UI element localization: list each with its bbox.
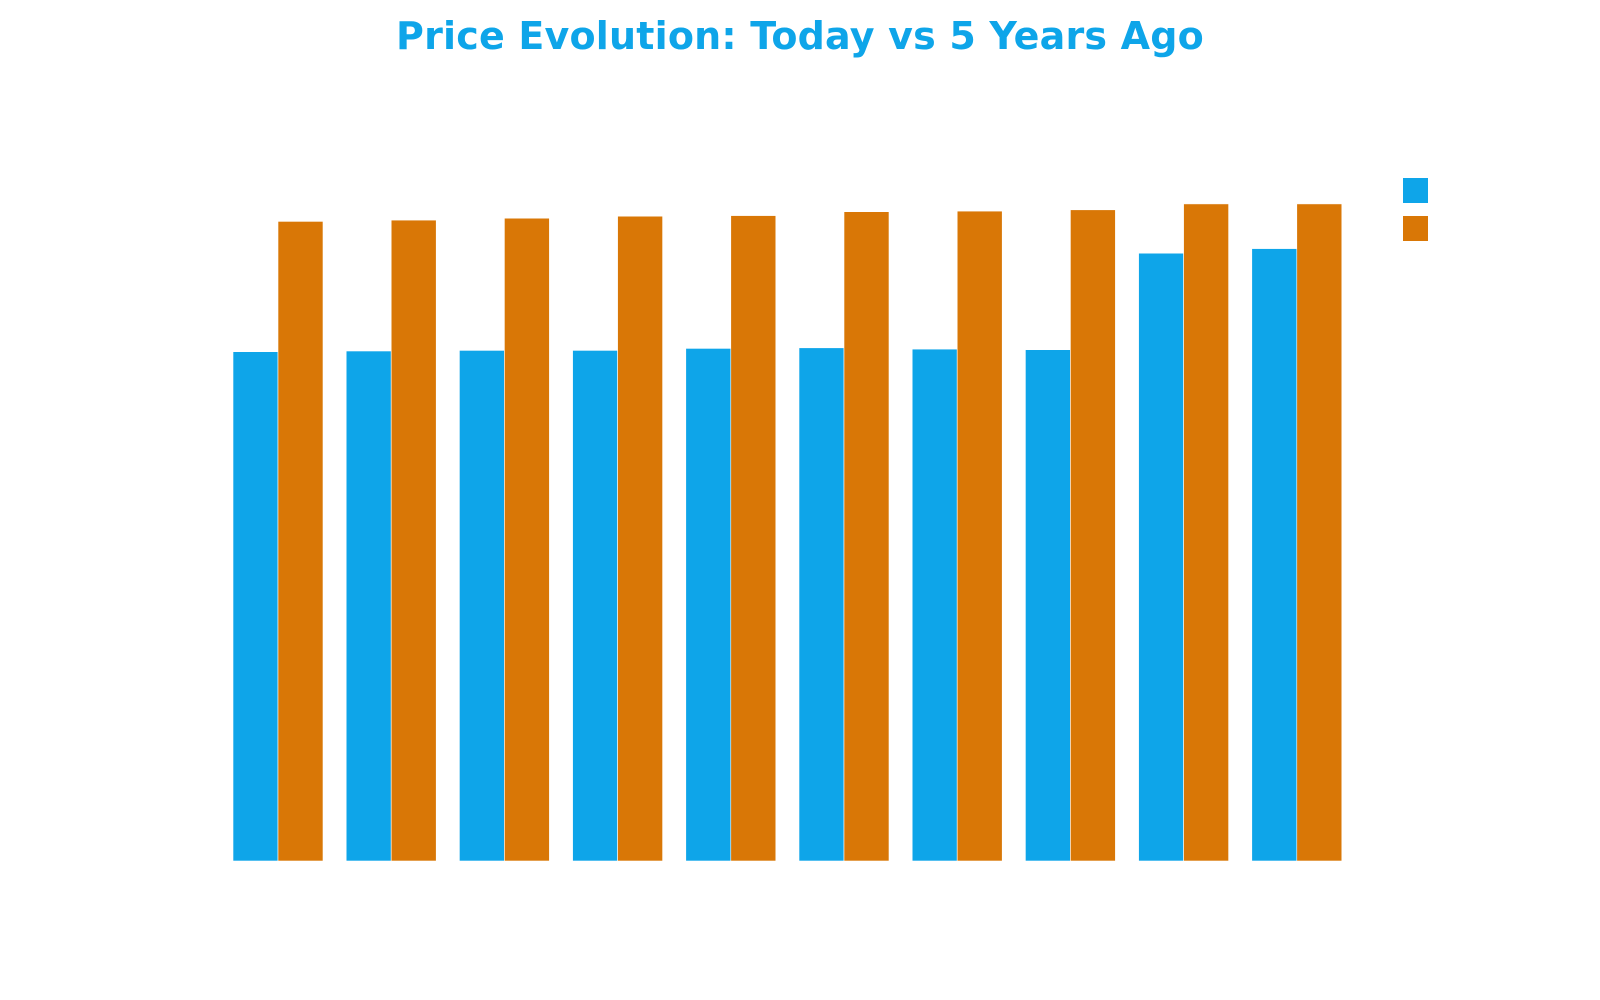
legend <box>1403 178 1428 241</box>
bar-series-2-item-5 <box>730 215 777 862</box>
bar-series-1-item-5 <box>685 348 732 862</box>
bar-series-1-item-6 <box>798 347 845 862</box>
bars-group <box>232 203 1343 862</box>
bar-series-1-item-7 <box>911 348 958 862</box>
bar-series-1-item-10 <box>1251 248 1298 862</box>
legend-swatch-series-2 <box>1403 216 1428 241</box>
bar-series-1-item-2 <box>345 350 392 862</box>
bar-series-1-item-3 <box>459 350 505 862</box>
bar-series-1-item-8 <box>1025 349 1071 862</box>
bar-series-2-item-2 <box>390 219 437 862</box>
bar-series-1-item-9 <box>1138 252 1184 862</box>
bar-series-2-item-7 <box>956 210 1003 862</box>
bar-series-2-item-8 <box>1070 209 1116 862</box>
legend-swatch-series-1 <box>1403 178 1428 203</box>
bar-series-2-item-6 <box>843 211 890 862</box>
bar-series-2-item-10 <box>1296 203 1343 862</box>
bar-series-1-item-1 <box>232 351 279 862</box>
bar-series-2-item-9 <box>1183 203 1229 862</box>
bar-series-2-item-4 <box>617 215 663 862</box>
bar-series-1-item-4 <box>572 350 618 862</box>
bar-series-2-item-1 <box>277 221 324 862</box>
chart-title: Price Evolution: Today vs 5 Years Ago <box>396 14 1204 58</box>
bar-series-2-item-3 <box>504 217 550 862</box>
